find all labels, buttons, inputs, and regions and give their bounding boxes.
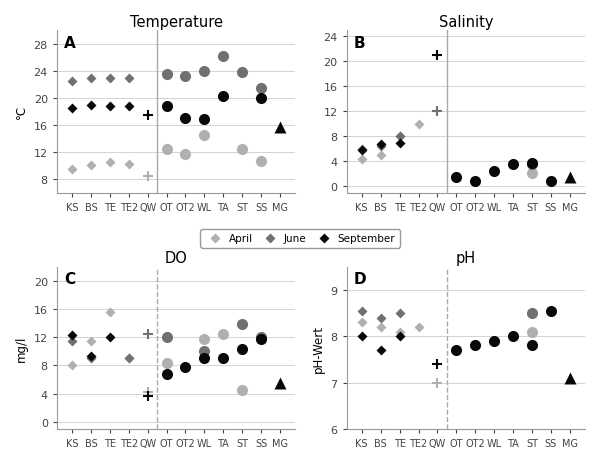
Text: A: A [64, 36, 76, 51]
Text: C: C [64, 272, 75, 287]
Y-axis label: mg/l: mg/l [15, 335, 28, 361]
Title: DO: DO [164, 251, 187, 266]
Text: B: B [354, 36, 365, 51]
Text: D: D [354, 272, 367, 287]
Legend: April, June, September: April, June, September [200, 230, 400, 248]
Y-axis label: °C: °C [15, 105, 28, 119]
Title: Temperature: Temperature [130, 15, 223, 30]
Y-axis label: pH-Wert: pH-Wert [312, 324, 325, 372]
Title: pH: pH [456, 251, 476, 266]
Title: Salinity: Salinity [439, 15, 493, 30]
